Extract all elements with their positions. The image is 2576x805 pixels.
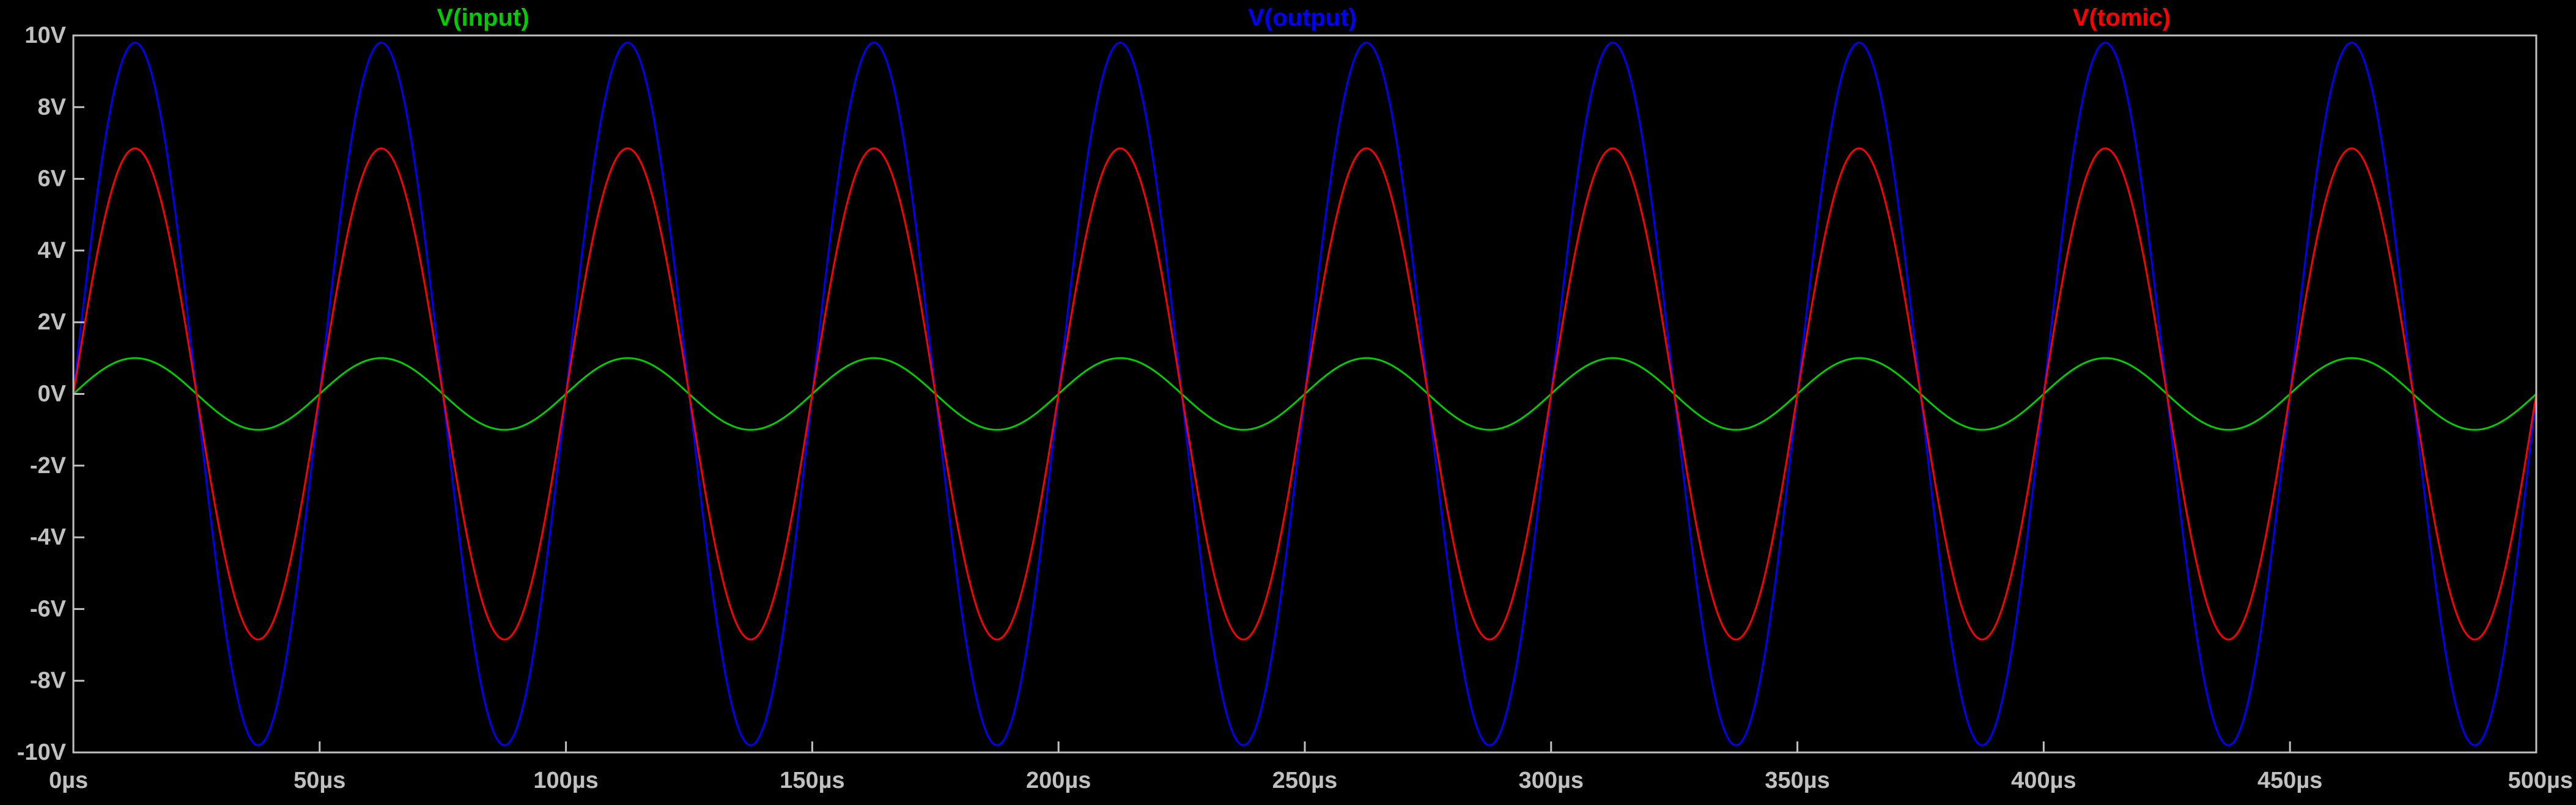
x-tick-label: 150µs (780, 768, 844, 793)
legend: V(input) V(output) V(tomic) (437, 4, 2171, 31)
x-tick-label: 300µs (1519, 768, 1584, 793)
y-tick-marks (73, 34, 84, 754)
x-tick-marks (72, 741, 2537, 752)
y-tick-label: -2V (30, 453, 67, 479)
y-tick-label: -8V (30, 668, 67, 694)
y-tick-label: 6V (38, 166, 67, 192)
x-tick-label: 350µs (1765, 768, 1829, 793)
x-tick-label: 50µs (293, 768, 345, 793)
y-tick-label: 8V (38, 94, 67, 120)
x-tick-label: 200µs (1026, 768, 1091, 793)
trace-layer (72, 42, 2537, 746)
x-tick-labels: 0µs 50µs 100µs 150µs 200µs 250µs 300µs 350µs 400… (49, 768, 2573, 793)
x-tick-label: 450µs (2257, 768, 2322, 793)
legend-entry[interactable]: V(output) (1248, 4, 1357, 31)
x-tick-label: 0µs (49, 768, 88, 793)
y-tick-label: -10V (17, 740, 67, 765)
legend-entry[interactable]: V(input) (437, 4, 529, 31)
x-tick-label: 250µs (1272, 768, 1337, 793)
x-tick-label: 500µs (2508, 768, 2573, 793)
legend-entry[interactable]: V(tomic) (2073, 4, 2171, 31)
trace-v-tomic (72, 147, 2537, 641)
y-tick-label: 0V (38, 381, 67, 407)
y-tick-labels: 10V 8V 6V 4V 2V 0V -2V -4V -6V -8V -10V (17, 23, 67, 765)
y-tick-label: 4V (38, 238, 67, 263)
y-tick-label: -6V (30, 596, 67, 622)
y-tick-label: 10V (24, 23, 66, 48)
x-tick-label: 400µs (2011, 768, 2076, 793)
x-tick-label: 100µs (533, 768, 598, 793)
y-tick-label: -4V (30, 524, 67, 550)
y-tick-label: 2V (38, 309, 67, 335)
